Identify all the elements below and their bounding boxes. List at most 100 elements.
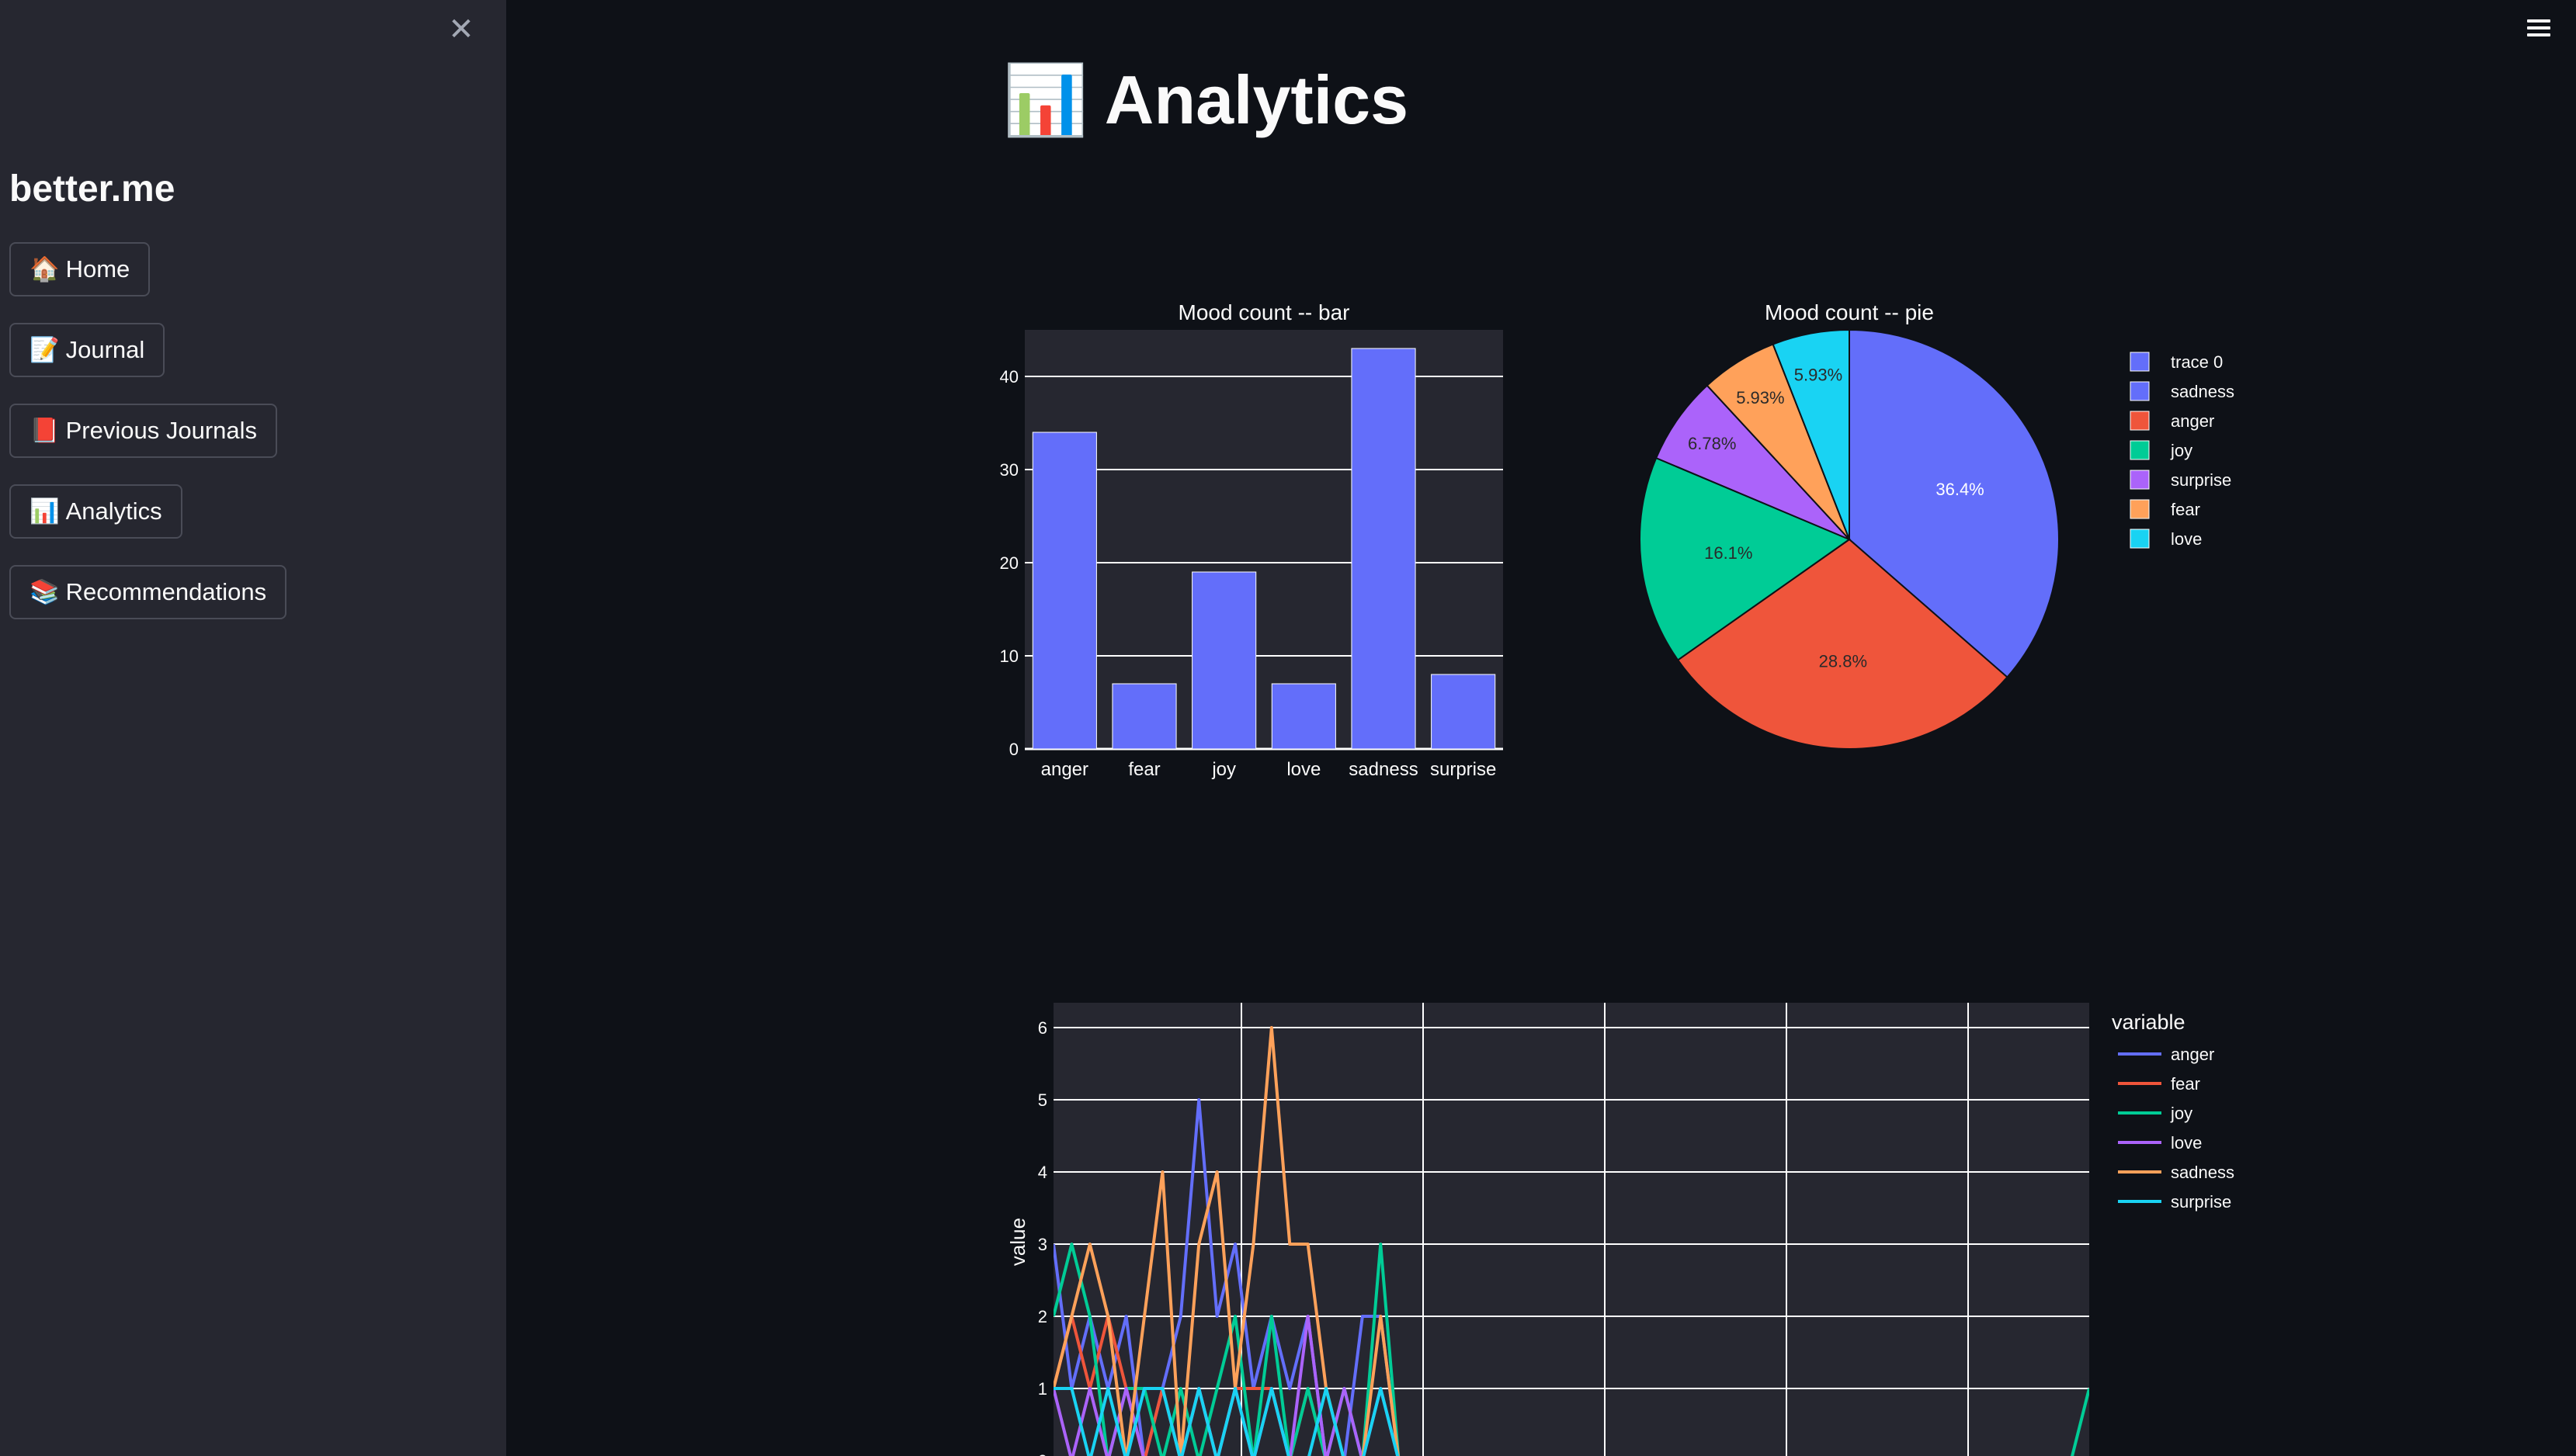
pie-percent-label: 5.93%	[1736, 388, 1784, 407]
previous-journals-button[interactable]: 📕 Previous Journals	[9, 404, 278, 458]
house-icon: 🏠	[30, 255, 60, 283]
bar-chart-icon: 📊	[1003, 61, 1088, 138]
bar-fear[interactable]	[1112, 683, 1177, 750]
pie-slice-surprise[interactable]	[1654, 384, 1850, 540]
bar-y-tick-label: 20	[1000, 553, 1019, 573]
bar-y-tick-label: 0	[1009, 740, 1019, 759]
bar-surprise[interactable]	[1431, 674, 1496, 750]
line-legend-item[interactable]: fear	[2118, 1074, 2200, 1094]
bar-x-tick-label: fear	[1128, 759, 1160, 780]
legend-label: sadness	[2171, 1163, 2234, 1182]
pie-legend-item[interactable]: love	[2130, 529, 2202, 549]
line-y-tick-label: 4	[1038, 1163, 1047, 1182]
pie-chart-title: Mood count -- pie	[1765, 300, 1934, 324]
bar-x-tick-label: sadness	[1349, 759, 1418, 780]
pie-legend-item[interactable]: joy	[2130, 440, 2192, 460]
legend-swatch	[2130, 381, 2150, 401]
bar-y-tick-label: 30	[1000, 460, 1019, 480]
line-y-tick-label: 1	[1038, 1379, 1047, 1399]
pie-legend-item[interactable]: trace 0	[2130, 352, 2223, 372]
legend-label: joy	[2170, 1104, 2192, 1123]
legend-label: surprise	[2171, 1192, 2231, 1212]
pie-slice-anger[interactable]	[1676, 538, 2008, 750]
analytics-button[interactable]: 📊 Analytics	[9, 484, 182, 539]
line-legend-item[interactable]: love	[2118, 1133, 2202, 1153]
legend-label: joy	[2170, 441, 2192, 460]
close-icon: ✕	[448, 12, 474, 47]
bar-chart-icon: 📊	[30, 497, 60, 525]
bar-joy[interactable]	[1192, 571, 1257, 750]
bar-y-tick-label: 40	[1000, 367, 1019, 387]
pie-percent-label: 6.78%	[1688, 434, 1736, 453]
legend-label: fear	[2171, 500, 2200, 519]
pie-legend-item[interactable]: sadness	[2130, 381, 2234, 401]
line-y-tick-label: 5	[1038, 1090, 1047, 1110]
close-sidebar-button[interactable]: ✕	[446, 14, 477, 45]
bar-love[interactable]	[1271, 683, 1336, 750]
pie-slice-love[interactable]	[1772, 328, 1850, 540]
page-title: 📊 Analytics	[1003, 61, 1408, 140]
pie-slice-joy[interactable]	[1639, 456, 1852, 661]
book-icon: 📕	[30, 417, 60, 444]
legend-label: love	[2171, 529, 2202, 549]
line-y-tick-label: 6	[1038, 1018, 1047, 1038]
line-plot-area	[1054, 1003, 2089, 1456]
legend-swatch	[2130, 529, 2150, 549]
main-menu-button[interactable]	[2523, 16, 2554, 47]
bar-x-tick-label: love	[1286, 759, 1321, 780]
home-label: Home	[65, 255, 130, 283]
journal-label: Journal	[65, 336, 145, 363]
line-legend-item[interactable]: anger	[2118, 1045, 2214, 1064]
bar-x-tick-label: joy	[1211, 759, 1236, 780]
line-legend-item[interactable]: sadness	[2118, 1163, 2234, 1182]
mood-bar-chart: Mood count -- bar anger fear joy love sadnes…	[1000, 300, 1503, 780]
legend-label: surprise	[2171, 470, 2231, 490]
pie-percent-label: 28.8%	[1819, 651, 1867, 671]
pie-percent-label: 16.1%	[1704, 543, 1752, 563]
page-title-text: Analytics	[1104, 61, 1409, 138]
bar-x-tick-label: surprise	[1430, 759, 1496, 780]
home-button[interactable]: 🏠 Home	[9, 242, 151, 296]
line-legend-title: variable	[2112, 1011, 2185, 1034]
mood-pie-chart: Mood count -- pie 36.4% 28.8% 16.1% 6.78% 5.…	[1639, 300, 2234, 750]
pie-slice-sadness[interactable]	[1849, 328, 2060, 678]
pie-legend-item[interactable]: surprise	[2130, 470, 2231, 490]
bar-chart-title: Mood count -- bar	[1179, 300, 1350, 324]
line-y-tick-label: 2	[1038, 1307, 1047, 1326]
sidebar-nav: 🏠 Home 📝 Journal 📕 Previous Journals 📊 Analy…	[9, 242, 287, 646]
bar-plot-area	[1025, 330, 1503, 749]
legend-label: sadness	[2171, 382, 2234, 401]
legend-label: love	[2171, 1133, 2202, 1153]
line-legend-item[interactable]: joy	[2118, 1104, 2192, 1123]
legend-label: fear	[2171, 1074, 2200, 1094]
legend-swatch	[2130, 411, 2150, 431]
brand-title: better.me	[9, 168, 175, 210]
legend-swatch	[2130, 470, 2150, 490]
legend-label: trace 0	[2171, 352, 2223, 372]
memo-icon: 📝	[30, 336, 60, 363]
books-icon: 📚	[30, 578, 60, 605]
line-y-tick-label: 3	[1038, 1235, 1047, 1254]
sidebar: ✕ better.me 🏠 Home 📝 Journal 📕 Previous Jou…	[0, 0, 506, 1456]
pie-percent-label: 5.93%	[1794, 366, 1842, 385]
line-y-axis-label: value	[1006, 1218, 1029, 1266]
pie-legend-item[interactable]: anger	[2130, 411, 2214, 431]
line-series-surprise[interactable]	[1054, 1387, 1400, 1456]
pie-percent-label: 36.4%	[1935, 480, 1984, 499]
legend-label: anger	[2171, 1045, 2214, 1064]
recommendations-label: Recommendations	[65, 578, 267, 605]
bar-anger[interactable]	[1032, 432, 1097, 750]
recommendations-button[interactable]: 📚 Recommendations	[9, 565, 287, 619]
legend-swatch	[2130, 499, 2150, 519]
legend-swatch	[2130, 440, 2150, 460]
mood-line-chart: 0 1 2 3 4 5 6 value variable anger fear joy love s…	[1006, 1003, 2234, 1456]
line-legend-item[interactable]: surprise	[2118, 1192, 2231, 1212]
pie-legend-item[interactable]: fear	[2130, 499, 2200, 519]
journal-button[interactable]: 📝 Journal	[9, 323, 165, 377]
bar-y-tick-label: 10	[1000, 647, 1019, 666]
hamburger-menu-icon	[2523, 19, 2554, 36]
legend-swatch	[2130, 352, 2150, 372]
analytics-label: Analytics	[65, 497, 162, 525]
bar-sadness[interactable]	[1351, 348, 1416, 750]
bar-x-tick-label: anger	[1041, 759, 1088, 780]
